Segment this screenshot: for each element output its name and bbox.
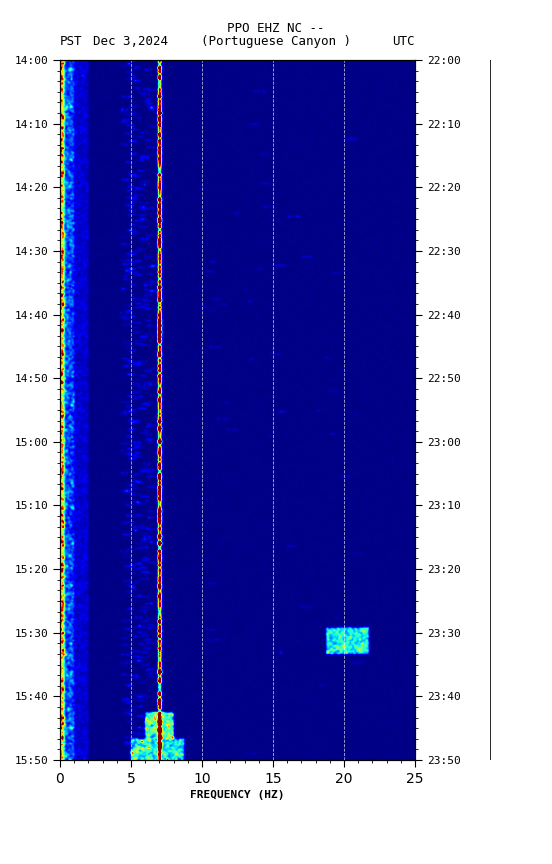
Text: UTC: UTC bbox=[392, 35, 415, 48]
Text: Dec 3,2024: Dec 3,2024 bbox=[93, 35, 168, 48]
Text: (Portuguese Canyon ): (Portuguese Canyon ) bbox=[201, 35, 351, 48]
X-axis label: FREQUENCY (HZ): FREQUENCY (HZ) bbox=[190, 790, 285, 800]
Text: PST: PST bbox=[60, 35, 82, 48]
Text: PPO EHZ NC --: PPO EHZ NC -- bbox=[227, 22, 325, 35]
